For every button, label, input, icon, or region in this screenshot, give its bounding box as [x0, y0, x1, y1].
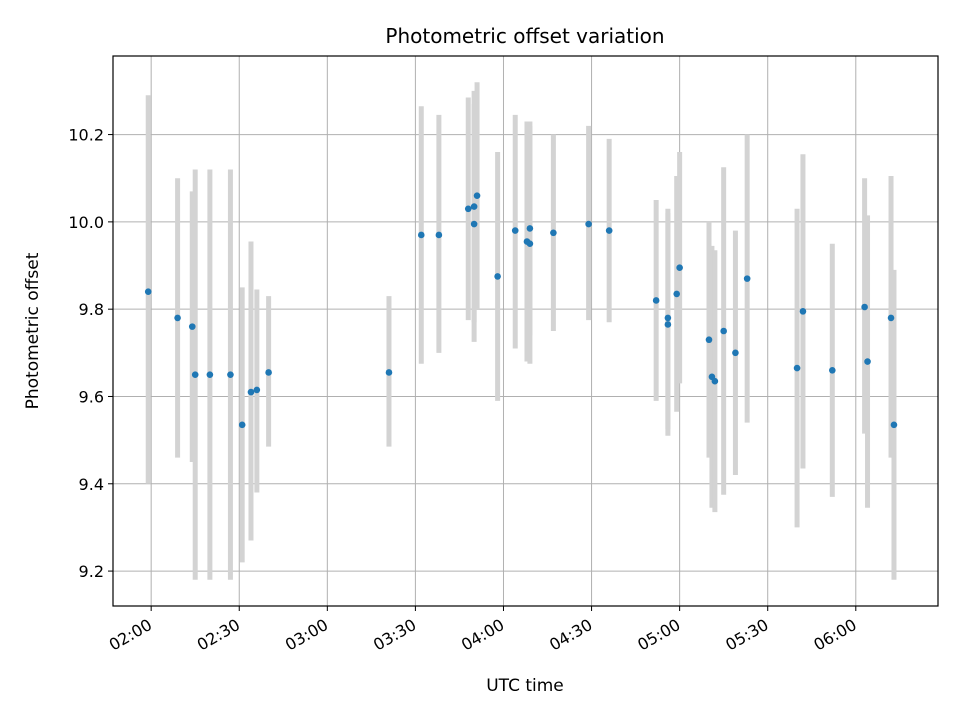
y-tick-label: 9.4 [79, 475, 104, 494]
data-point [265, 369, 272, 376]
data-point [227, 371, 234, 378]
data-point [464, 205, 472, 213]
data-point [732, 349, 739, 357]
y-tick-label: 9.2 [79, 562, 104, 581]
data-point [435, 231, 443, 239]
data-point [585, 220, 592, 228]
data-point [144, 288, 152, 296]
data-point [253, 386, 261, 394]
data-point [890, 421, 898, 429]
data-point [470, 220, 478, 228]
data-point [887, 314, 895, 322]
data-point [247, 388, 255, 396]
data-point [861, 303, 868, 311]
data-point [385, 369, 393, 376]
x-axis-label: UTC time [486, 676, 564, 696]
data-point [526, 225, 534, 232]
data-point [238, 421, 246, 429]
data-point [494, 273, 501, 280]
data-point [417, 231, 425, 239]
data-point [864, 358, 871, 365]
data-point [174, 314, 181, 322]
data-point [206, 371, 214, 378]
data-point [188, 323, 196, 330]
data-points [144, 192, 898, 429]
data-point [473, 192, 481, 199]
y-axis-label: Photometric offset [23, 252, 43, 409]
data-point [550, 229, 557, 237]
data-point [470, 203, 478, 210]
data-point [605, 227, 613, 234]
plot-area-frame [112, 55, 939, 607]
data-point [652, 297, 660, 304]
y-tick-label: 10.0 [68, 213, 104, 232]
data-point [705, 336, 713, 344]
y-axis-ticks: 9.2 9.4 9.6 9.8 10.0 10.2 [68, 126, 113, 581]
y-tick-label: 9.6 [79, 387, 104, 406]
data-point [711, 377, 719, 385]
data-point [793, 364, 801, 372]
data-point [799, 308, 807, 315]
data-point [191, 371, 199, 378]
data-point [664, 321, 672, 328]
chart-title: Photometric offset variation [385, 24, 664, 48]
data-point [676, 264, 683, 272]
data-point [720, 327, 727, 335]
data-point [526, 240, 534, 247]
y-tick-label: 9.8 [79, 300, 104, 319]
data-point [511, 227, 519, 234]
data-point [673, 290, 681, 298]
y-tick-label: 10.2 [68, 126, 104, 145]
data-point [829, 366, 836, 374]
data-point [743, 275, 751, 282]
data-point [664, 314, 672, 322]
